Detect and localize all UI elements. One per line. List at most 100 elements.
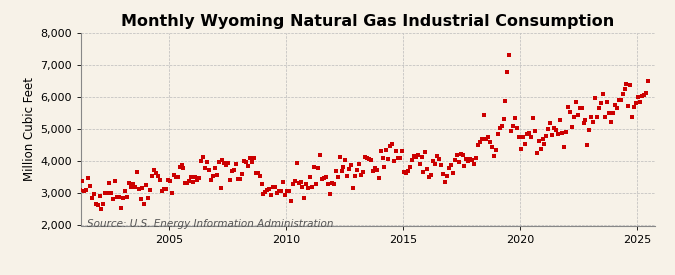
Point xyxy=(572,113,583,117)
Point xyxy=(133,186,144,191)
Point xyxy=(308,165,319,170)
Point xyxy=(176,162,187,167)
Point xyxy=(393,156,404,161)
Point xyxy=(201,160,212,164)
Point xyxy=(389,158,400,163)
Point xyxy=(88,192,99,197)
Point xyxy=(92,202,103,207)
Point xyxy=(102,191,113,196)
Point xyxy=(615,98,626,102)
Point xyxy=(371,167,382,172)
Point xyxy=(434,157,445,161)
Point xyxy=(603,111,614,115)
Point xyxy=(400,171,411,175)
Point xyxy=(455,152,466,156)
Point xyxy=(272,191,283,195)
Point xyxy=(367,169,378,173)
Text: Source: U.S. Energy Information Administration: Source: U.S. Energy Information Administ… xyxy=(86,219,333,229)
Point xyxy=(379,164,390,169)
Point xyxy=(529,129,540,133)
Point xyxy=(356,173,367,177)
Point xyxy=(383,157,394,162)
Point xyxy=(205,178,216,183)
Point xyxy=(514,135,524,139)
Point xyxy=(180,181,191,186)
Point xyxy=(406,157,417,162)
Point xyxy=(186,175,196,179)
Point xyxy=(601,100,612,104)
Point xyxy=(510,116,520,120)
Point xyxy=(315,153,325,158)
Point xyxy=(614,98,624,102)
Point xyxy=(248,155,259,160)
Point xyxy=(137,186,148,191)
Point xyxy=(147,174,158,178)
Point xyxy=(404,165,415,169)
Point xyxy=(86,196,97,200)
Point xyxy=(190,175,200,179)
Point xyxy=(354,162,364,166)
Point xyxy=(375,148,386,153)
Point xyxy=(557,131,568,135)
Point xyxy=(352,168,362,172)
Point xyxy=(126,185,136,189)
Point xyxy=(564,110,575,115)
Point xyxy=(549,126,560,131)
Point xyxy=(323,182,333,186)
Point xyxy=(291,161,302,165)
Point xyxy=(488,154,499,158)
Point xyxy=(441,174,452,179)
Point xyxy=(82,176,93,180)
Point xyxy=(430,162,441,166)
Point xyxy=(71,195,82,199)
Point xyxy=(612,106,622,110)
Point xyxy=(211,173,222,177)
Point xyxy=(213,159,224,164)
Point xyxy=(477,137,487,142)
Point xyxy=(420,150,431,154)
Point xyxy=(135,197,146,202)
Point xyxy=(279,193,290,198)
Point xyxy=(545,121,556,125)
Point xyxy=(562,105,573,109)
Point xyxy=(159,187,169,191)
Point xyxy=(608,111,618,115)
Point xyxy=(398,170,409,174)
Point xyxy=(637,94,647,98)
Point xyxy=(188,179,198,184)
Point xyxy=(498,117,509,121)
Point xyxy=(178,165,189,170)
Point xyxy=(586,115,597,120)
Point xyxy=(381,148,392,152)
Point xyxy=(590,96,601,101)
Point xyxy=(485,140,495,144)
Point xyxy=(288,182,298,186)
Point xyxy=(522,132,533,136)
Point xyxy=(479,113,489,117)
Point xyxy=(461,156,472,161)
Point xyxy=(551,128,562,133)
Point xyxy=(307,185,318,189)
Point xyxy=(469,162,480,166)
Point xyxy=(161,187,171,192)
Point xyxy=(373,175,384,180)
Point xyxy=(244,155,255,160)
Point xyxy=(395,156,406,160)
Point xyxy=(170,175,181,179)
Point xyxy=(225,178,236,182)
Point xyxy=(344,167,355,172)
Point xyxy=(293,181,304,185)
Point xyxy=(539,141,550,146)
Point xyxy=(619,87,630,92)
Point xyxy=(115,206,126,210)
Point xyxy=(435,163,446,167)
Point xyxy=(151,171,161,175)
Point xyxy=(200,165,211,170)
Point xyxy=(192,178,202,183)
Point xyxy=(119,189,130,193)
Point xyxy=(641,91,651,95)
Point xyxy=(535,147,546,151)
Point xyxy=(414,162,425,167)
Point xyxy=(576,106,587,110)
Point xyxy=(229,168,240,172)
